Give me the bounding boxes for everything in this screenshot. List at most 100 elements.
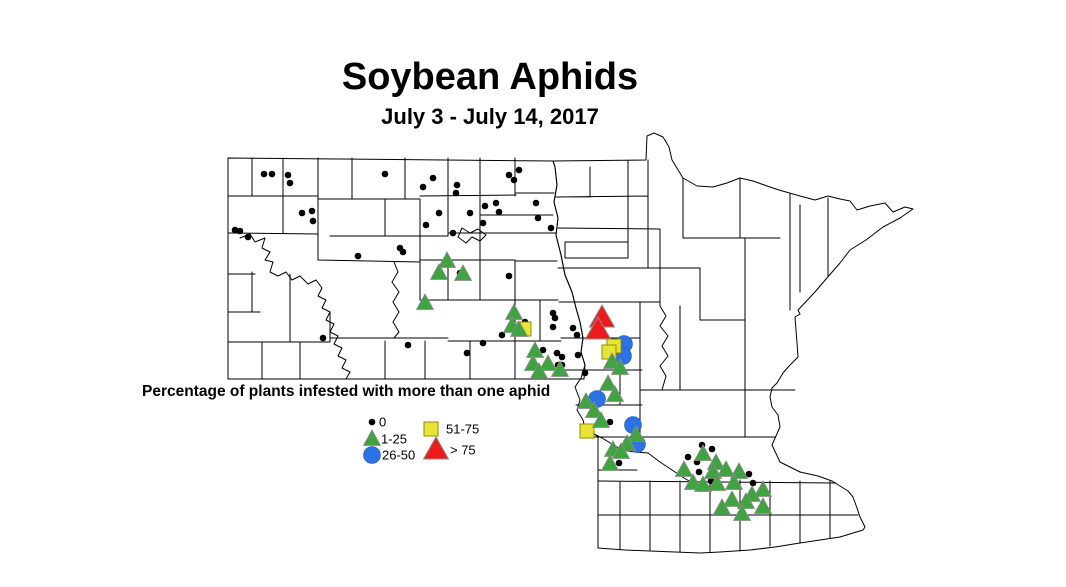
marker-0 [492, 199, 500, 207]
marker-0 [573, 331, 581, 339]
marker-0 [452, 189, 460, 197]
marker-0 [479, 219, 487, 227]
marker-0 [505, 272, 513, 280]
marker-125 [598, 374, 618, 391]
marker-125 [429, 263, 449, 280]
marker-125 [584, 401, 604, 418]
marker-125 [529, 362, 549, 379]
marker-0 [286, 179, 294, 187]
marker-0 [435, 209, 443, 217]
marker-0 [399, 248, 407, 256]
marker-125 [693, 444, 713, 461]
marker-0 [481, 202, 489, 210]
marker-0 [354, 252, 362, 260]
marker-0 [549, 323, 557, 331]
marker-125 [525, 341, 545, 358]
marker-125 [724, 473, 744, 490]
marker-125 [611, 442, 631, 459]
marker-0 [551, 314, 559, 322]
marker-125 [712, 498, 732, 515]
marker-0 [495, 208, 503, 216]
marker-0 [453, 181, 461, 189]
marker-0 [534, 214, 542, 222]
legend-label: 26-50 [382, 448, 415, 463]
marker-0 [449, 229, 457, 237]
marker-0 [498, 331, 506, 339]
marker-125 [415, 293, 435, 310]
legend-symbol-circle [363, 446, 381, 464]
marker-0 [606, 418, 614, 426]
marker-0 [284, 171, 292, 179]
marker-125 [610, 358, 630, 375]
marker-125 [576, 392, 596, 409]
marker-0 [422, 221, 430, 229]
missouri-river-boundary [239, 227, 487, 380]
marker-5175 [579, 423, 595, 439]
legend-symbol-dot [368, 418, 376, 426]
marker-0 [319, 334, 327, 342]
marker-125 [538, 354, 558, 371]
marker-0 [569, 324, 577, 332]
date-range-subtitle: July 3 - July 14, 2017 [381, 104, 599, 129]
marker-layer [231, 166, 773, 521]
marker-75 [584, 315, 612, 340]
marker-0 [515, 166, 523, 174]
marker-0 [309, 217, 317, 225]
marker-125 [509, 320, 529, 337]
marker-0 [615, 459, 623, 467]
legend-label: 1-25 [381, 432, 407, 447]
marker-0 [505, 171, 513, 179]
legend-label: > 75 [450, 443, 476, 458]
marker-0 [745, 470, 753, 478]
marker-0 [260, 170, 268, 178]
marker-0 [708, 445, 716, 453]
marker-0 [419, 183, 427, 191]
marker-0 [404, 341, 412, 349]
marker-125 [600, 454, 620, 471]
marker-0 [466, 209, 474, 217]
marker-0 [298, 209, 306, 217]
marker-125 [732, 504, 752, 521]
marker-125 [753, 497, 773, 514]
marker-125 [674, 460, 694, 477]
marker-125 [605, 385, 625, 402]
marker-0 [479, 339, 487, 347]
legend-label: 51-75 [446, 422, 479, 437]
marker-0 [532, 199, 540, 207]
legend-symbol-triangle [362, 429, 382, 446]
legend-label: 0 [379, 415, 386, 430]
marker-125 [453, 264, 473, 281]
legend-symbol-triangle-large [422, 435, 450, 460]
marker-0 [547, 224, 555, 232]
marker-0 [244, 233, 252, 241]
marker-125 [693, 475, 713, 492]
legend-title: Percentage of plants infested with more … [142, 383, 551, 400]
marker-0 [308, 207, 316, 215]
page-title: Soybean Aphids [341, 56, 639, 98]
marker-0 [429, 174, 437, 182]
marker-125 [716, 460, 736, 477]
marker-0 [684, 453, 692, 461]
marker-0 [695, 468, 703, 476]
marker-125 [591, 411, 611, 428]
north-dakota-county-lines [227, 157, 562, 380]
marker-0 [581, 369, 589, 377]
marker-0 [381, 170, 389, 178]
marker-125 [753, 480, 773, 497]
marker-0 [268, 170, 276, 178]
marker-125 [504, 303, 524, 320]
marker-125 [722, 490, 742, 507]
marker-0 [236, 227, 244, 235]
minnesota-outline [552, 132, 914, 554]
marker-125 [602, 352, 622, 369]
marker-0 [463, 349, 471, 357]
marker-125 [550, 360, 570, 377]
marker-0 [539, 346, 547, 354]
marker-0 [553, 349, 561, 357]
marker-0 [574, 351, 582, 359]
minnesota-county-lines [555, 159, 859, 553]
marker-0 [510, 176, 518, 184]
